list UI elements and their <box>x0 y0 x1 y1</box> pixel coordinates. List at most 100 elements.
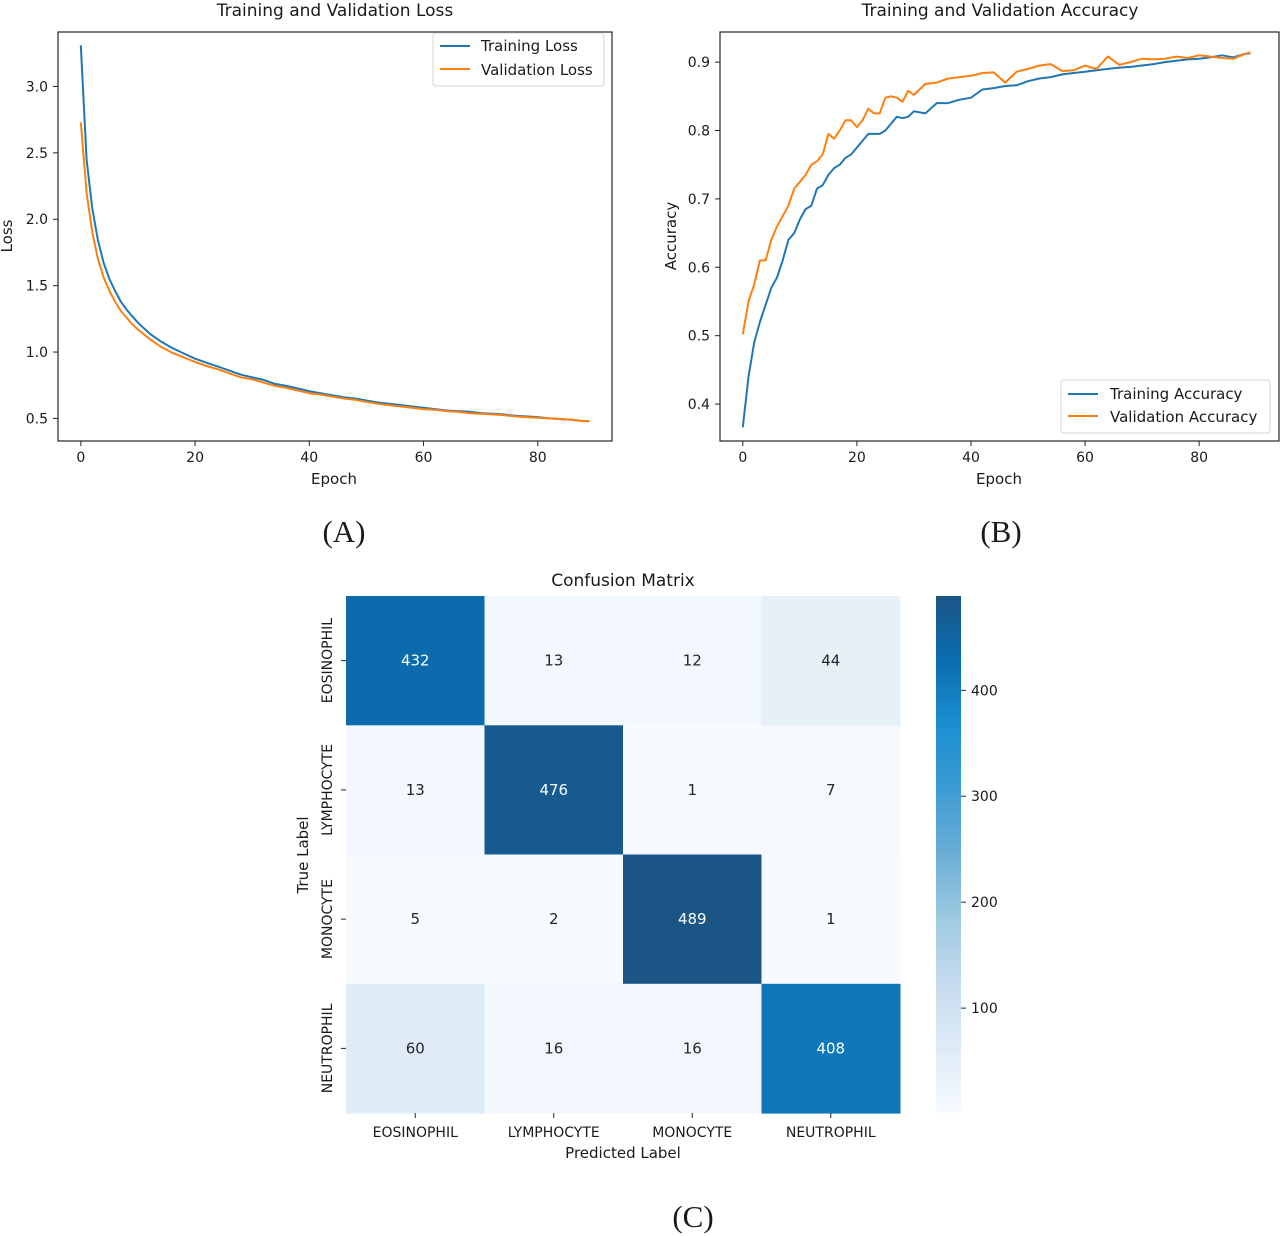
confusion-cell-value: 1 <box>826 910 836 928</box>
confusion-cell-value: 12 <box>683 652 702 670</box>
accuracy-y-tick-label: 0.7 <box>688 192 710 208</box>
confusion-cell-value: 408 <box>816 1039 845 1057</box>
accuracy-legend-box <box>1060 379 1271 434</box>
panel-label-c: (C) <box>672 1199 713 1234</box>
loss-x-tick-label: 80 <box>529 450 547 466</box>
loss-chart: Training and Validation Loss 0 20 40 60 80 0… <box>0 1 613 488</box>
confusion-col-label: NEUTROPHIL <box>786 1125 876 1141</box>
colorbar-ticks: 100 200 300 400 <box>961 683 998 1017</box>
confusion-cell <box>346 596 485 726</box>
confusion-cell <box>484 983 624 1114</box>
loss-legend-label-validation: Validation Loss <box>481 61 593 79</box>
confusion-cell <box>484 854 624 985</box>
confusion-col-label: EOSINOPHIL <box>373 1125 458 1141</box>
loss-chart-title: Training and Validation Loss <box>216 1 454 21</box>
colorbar-tick-label: 200 <box>971 895 998 911</box>
confusion-matrix-y-label: True Label <box>294 816 312 894</box>
confusion-cell <box>623 725 762 856</box>
loss-series-validation-line <box>79 122 590 423</box>
loss-legend-box <box>432 32 605 87</box>
loss-x-label: Epoch <box>311 470 357 488</box>
accuracy-legend-label-validation: Validation Accuracy <box>1110 408 1257 426</box>
accuracy-y-tick-label: 0.9 <box>688 55 710 71</box>
loss-y-tick-label: 1.0 <box>26 345 48 361</box>
loss-x-tick-label: 40 <box>300 450 318 466</box>
loss-x-tick-label: 0 <box>76 450 85 466</box>
loss-x-tick-label: 60 <box>415 450 433 466</box>
confusion-cell <box>346 725 485 856</box>
confusion-cell <box>346 854 485 985</box>
confusion-cell-value: 476 <box>539 781 568 799</box>
accuracy-x-ticks: 0 20 40 60 80 <box>738 441 1208 466</box>
confusion-cell <box>761 983 901 1114</box>
loss-y-ticks: 0.5 1.0 1.5 2.0 2.5 3.0 <box>26 79 58 427</box>
accuracy-series-validation-line <box>741 51 1251 335</box>
confusion-cell-value: 432 <box>401 652 430 670</box>
accuracy-x-tick-label: 20 <box>848 450 866 466</box>
accuracy-y-tick-label: 0.4 <box>688 397 710 413</box>
confusion-cell <box>484 596 624 726</box>
loss-y-label: Loss <box>0 219 16 252</box>
confusion-row-label: MONOCYTE <box>320 879 336 959</box>
accuracy-axes-frame <box>719 31 1280 442</box>
confusion-matrix-col-labels: EOSINOPHIL LYMPHOCYTE MONOCYTE NEUTROPHIL <box>373 1113 876 1141</box>
panel-label-b: (B) <box>980 514 1021 549</box>
confusion-cell-value: 2 <box>549 910 559 928</box>
confusion-col-label: MONOCYTE <box>652 1125 732 1141</box>
confusion-cell-value: 7 <box>826 781 836 799</box>
confusion-cell <box>761 854 901 985</box>
confusion-col-label: LYMPHOCYTE <box>508 1125 600 1141</box>
confusion-cell <box>623 854 762 985</box>
confusion-cell-value: 44 <box>821 652 840 670</box>
confusion-matrix-colorbar: 100 200 300 400 <box>936 596 998 1113</box>
accuracy-y-label: Accuracy <box>662 202 680 271</box>
loss-x-tick-label: 20 <box>186 450 204 466</box>
accuracy-chart-title: Training and Validation Accuracy <box>861 1 1139 21</box>
accuracy-x-tick-label: 40 <box>962 450 980 466</box>
accuracy-y-tick-label: 0.6 <box>688 260 710 276</box>
confusion-cell-value: 1 <box>688 781 698 799</box>
colorbar-gradient <box>936 596 961 1113</box>
loss-series-training-line <box>79 45 590 423</box>
confusion-matrix-row-labels: EOSINOPHIL LYMPHOCYTE MONOCYTE NEUTROPHIL <box>320 618 346 1093</box>
panel-label-a: (A) <box>322 514 365 549</box>
loss-y-tick-label: 3.0 <box>26 79 48 95</box>
confusion-cell-value: 13 <box>406 781 425 799</box>
confusion-cell-value: 5 <box>411 910 421 928</box>
accuracy-y-tick-label: 0.5 <box>688 329 710 345</box>
accuracy-x-label: Epoch <box>976 470 1022 488</box>
confusion-row-label: LYMPHOCYTE <box>320 744 336 836</box>
accuracy-chart: Training and Validation Accuracy 0 20 40 60… <box>662 1 1280 488</box>
accuracy-y-tick-label: 0.8 <box>688 123 710 139</box>
loss-plot-area <box>79 45 590 423</box>
accuracy-legend: Training Accuracy Validation Accuracy <box>1060 379 1271 434</box>
accuracy-y-ticks: 0.4 0.5 0.6 0.7 0.8 0.9 <box>688 55 720 413</box>
confusion-matrix-cells: 432 13 12 44 13 476 1 7 5 2 489 1 60 16 16 408 <box>346 596 901 1114</box>
colorbar-tick-label: 100 <box>971 1001 998 1017</box>
confusion-cell-value: 60 <box>406 1039 425 1057</box>
confusion-row-label: NEUTROPHIL <box>320 1003 336 1093</box>
loss-axes-frame <box>57 31 613 442</box>
confusion-cell-value: 489 <box>678 910 707 928</box>
accuracy-series-training-line <box>741 52 1251 428</box>
confusion-matrix-title: Confusion Matrix <box>551 571 695 591</box>
confusion-cell <box>623 596 762 726</box>
accuracy-legend-label-training: Training Accuracy <box>1109 385 1243 403</box>
confusion-row-label: EOSINOPHIL <box>320 618 336 703</box>
confusion-cell <box>484 725 624 856</box>
confusion-cell <box>761 596 901 726</box>
confusion-cell-value: 16 <box>683 1039 702 1057</box>
confusion-matrix-x-label: Predicted Label <box>565 1144 681 1162</box>
confusion-cell <box>761 725 901 856</box>
colorbar-tick-label: 300 <box>971 789 998 805</box>
confusion-cell-value: 13 <box>544 652 563 670</box>
loss-y-tick-label: 2.0 <box>26 212 48 228</box>
loss-y-tick-label: 2.5 <box>26 146 48 162</box>
accuracy-plot-area <box>741 51 1251 428</box>
colorbar-tick-label: 400 <box>971 683 998 699</box>
confusion-cell-value: 16 <box>544 1039 563 1057</box>
accuracy-x-tick-label: 0 <box>738 450 747 466</box>
confusion-cell <box>346 983 485 1114</box>
